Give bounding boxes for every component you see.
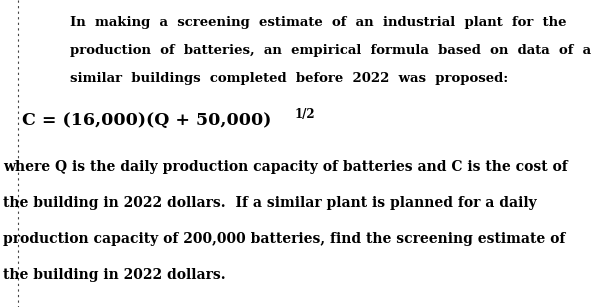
Text: where Q is the daily production capacity of batteries and C is the cost of: where Q is the daily production capacity… — [3, 160, 568, 174]
Text: the building in 2022 dollars.  If a similar plant is planned for a daily: the building in 2022 dollars. If a simil… — [3, 196, 537, 210]
Text: C = (16,000)(Q + 50,000): C = (16,000)(Q + 50,000) — [22, 112, 272, 129]
Text: the building in 2022 dollars.: the building in 2022 dollars. — [3, 268, 225, 282]
Text: similar  buildings  completed  before  2022  was  proposed:: similar buildings completed before 2022 … — [70, 72, 509, 85]
Text: production  of  batteries,  an  empirical  formula  based  on  data  of  a: production of batteries, an empirical fo… — [70, 44, 591, 57]
Text: In  making  a  screening  estimate  of  an  industrial  plant  for  the: In making a screening estimate of an ind… — [70, 16, 566, 29]
Text: production capacity of 200,000 batteries, find the screening estimate of: production capacity of 200,000 batteries… — [3, 232, 565, 246]
Text: 1/2: 1/2 — [295, 108, 315, 121]
